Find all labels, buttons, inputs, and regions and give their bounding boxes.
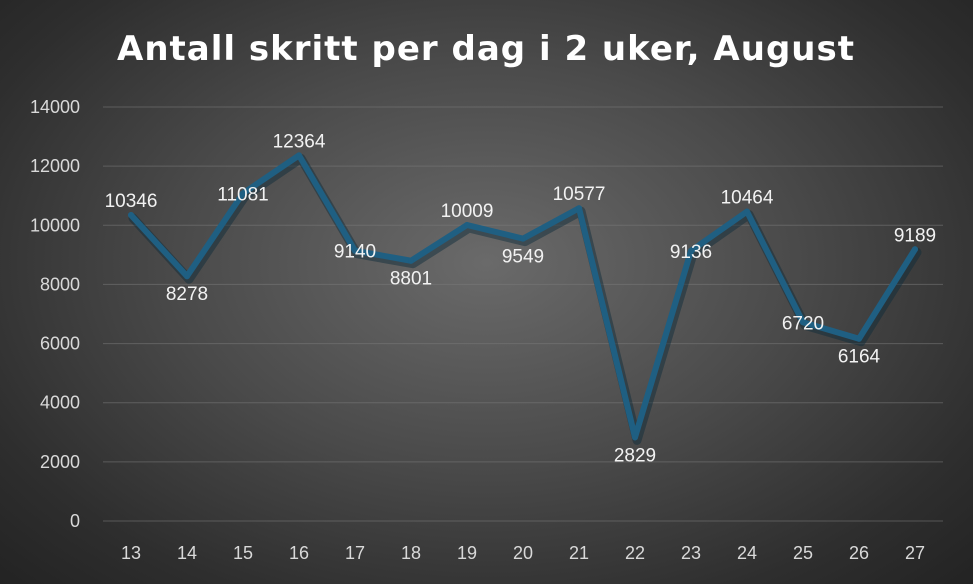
x-tick-label: 19 [457,543,477,563]
data-point [856,335,862,342]
data-label: 9136 [670,242,712,263]
series-layer [128,152,922,445]
data-point [576,205,582,212]
x-tick-label: 21 [569,543,589,563]
data-point [520,235,526,242]
x-tick-label: 25 [793,543,813,563]
y-tick-label: 14000 [30,97,80,117]
chart-title: Antall skritt per dag i 2 uker, August [117,29,855,69]
y-tick-label: 2000 [40,452,80,472]
y-tick-label: 4000 [40,393,80,413]
x-tick-label: 20 [513,543,533,563]
data-label: 9189 [894,225,936,246]
y-tick-label: 6000 [40,334,80,354]
x-tick-label: 15 [233,543,253,563]
x-tick-label: 23 [681,543,701,563]
data-point [128,212,134,219]
x-tick-label: 26 [849,543,869,563]
y-tick-label: 8000 [40,274,80,294]
data-label: 8801 [390,269,432,290]
data-label: 10346 [105,191,158,212]
data-label: 10464 [721,188,774,209]
data-label: 9549 [502,247,544,268]
data-label: 10577 [553,184,606,205]
data-point [408,257,414,264]
x-tick-label: 24 [737,543,757,563]
gridlines [103,106,943,522]
y-tick-label: 0 [70,511,80,531]
data-label: 6164 [838,347,881,368]
x-tick-label: 27 [905,543,925,563]
data-point [744,208,750,215]
y-tick-label: 10000 [30,215,80,235]
x-tick-label: 16 [289,543,309,563]
data-label: 2829 [614,445,656,466]
x-tick-label: 18 [401,543,421,563]
data-point [296,152,302,159]
data-point [240,190,246,197]
data-labels: 10346 8278 11081 12364 9140 8801 10009 9549 1057… [105,131,937,466]
x-tick-label: 22 [625,543,645,563]
data-label: 10009 [441,201,494,222]
x-tick-label: 14 [177,543,197,563]
data-point [912,246,918,253]
data-point [632,434,638,441]
data-point [464,222,470,229]
data-point [688,247,694,254]
data-label: 9140 [334,242,376,263]
y-tick-label: 12000 [30,156,80,176]
data-point [352,247,358,254]
y-axis: 0 2000 4000 6000 8000 10000 12000 14000 [30,97,80,531]
x-axis: 13 14 15 16 17 18 19 20 21 22 23 24 25 26 27 [121,543,925,563]
x-tick-label: 13 [121,543,141,563]
x-tick-label: 17 [345,543,365,563]
data-label: 12364 [273,131,326,152]
data-label: 11081 [217,184,268,205]
data-point [800,319,806,326]
data-label: 6720 [782,313,824,334]
data-point [184,273,190,280]
data-label: 8278 [166,284,208,305]
